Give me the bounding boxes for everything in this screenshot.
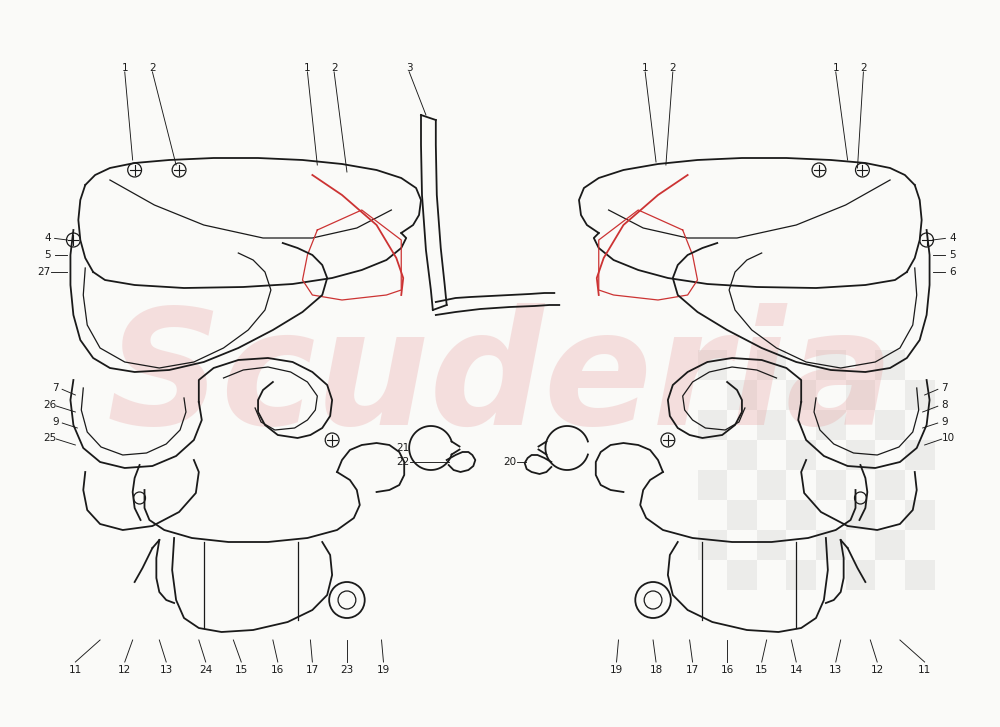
Bar xyxy=(816,530,846,560)
Text: 19: 19 xyxy=(377,665,390,675)
Text: 1: 1 xyxy=(304,63,311,73)
Text: 16: 16 xyxy=(720,665,734,675)
Text: 10: 10 xyxy=(942,433,955,443)
Bar xyxy=(727,440,757,470)
Text: 5: 5 xyxy=(949,250,956,260)
Text: 6: 6 xyxy=(949,267,956,277)
Text: 3: 3 xyxy=(406,63,412,73)
Text: 17: 17 xyxy=(306,665,319,675)
Text: 16: 16 xyxy=(271,665,284,675)
Bar xyxy=(846,380,875,410)
Bar xyxy=(816,470,846,500)
Bar xyxy=(727,380,757,410)
Bar xyxy=(875,410,905,440)
Text: 18: 18 xyxy=(649,665,663,675)
Bar xyxy=(757,350,786,380)
Bar xyxy=(905,500,934,530)
Bar xyxy=(757,410,786,440)
Text: 2: 2 xyxy=(331,63,337,73)
Bar xyxy=(846,500,875,530)
Bar xyxy=(727,560,757,590)
Text: Scuderia: Scuderia xyxy=(106,302,894,457)
Text: 19: 19 xyxy=(610,665,623,675)
Text: 2: 2 xyxy=(149,63,156,73)
Text: 13: 13 xyxy=(829,665,842,675)
Text: 7: 7 xyxy=(941,383,948,393)
Bar xyxy=(875,350,905,380)
Bar xyxy=(698,530,727,560)
Text: 9: 9 xyxy=(52,417,59,427)
Text: 11: 11 xyxy=(69,665,82,675)
Bar xyxy=(846,440,875,470)
Text: 2: 2 xyxy=(670,63,676,73)
Bar xyxy=(757,470,786,500)
Text: 1: 1 xyxy=(642,63,648,73)
Bar xyxy=(816,350,846,380)
Bar xyxy=(698,350,727,380)
Bar xyxy=(757,530,786,560)
Text: 26: 26 xyxy=(43,400,56,410)
Bar xyxy=(698,410,727,440)
Bar xyxy=(786,380,816,410)
Text: 13: 13 xyxy=(160,665,173,675)
Bar xyxy=(905,560,934,590)
Bar xyxy=(786,560,816,590)
Text: 4: 4 xyxy=(44,233,51,243)
Text: 20: 20 xyxy=(503,457,516,467)
Bar xyxy=(698,470,727,500)
Text: 1: 1 xyxy=(121,63,128,73)
Bar xyxy=(786,500,816,530)
Text: 24: 24 xyxy=(199,665,212,675)
Bar xyxy=(905,440,934,470)
Text: 12: 12 xyxy=(118,665,131,675)
Text: 15: 15 xyxy=(235,665,248,675)
Text: 23: 23 xyxy=(340,665,354,675)
Text: 4: 4 xyxy=(949,233,956,243)
Text: 1: 1 xyxy=(832,63,839,73)
Text: 8: 8 xyxy=(941,400,948,410)
Text: 11: 11 xyxy=(918,665,931,675)
Text: 14: 14 xyxy=(790,665,803,675)
Bar xyxy=(846,560,875,590)
Text: 9: 9 xyxy=(941,417,948,427)
Text: 17: 17 xyxy=(686,665,699,675)
Text: 22: 22 xyxy=(397,457,410,467)
Text: 2: 2 xyxy=(860,63,867,73)
Text: 7: 7 xyxy=(52,383,59,393)
Text: 27: 27 xyxy=(37,267,50,277)
Text: 21: 21 xyxy=(397,443,410,453)
Bar xyxy=(875,530,905,560)
Text: 15: 15 xyxy=(755,665,768,675)
Text: 5: 5 xyxy=(44,250,51,260)
Text: 12: 12 xyxy=(871,665,884,675)
Bar xyxy=(905,380,934,410)
Bar xyxy=(816,410,846,440)
Bar xyxy=(875,470,905,500)
Text: 25: 25 xyxy=(43,433,56,443)
Bar xyxy=(727,500,757,530)
Bar xyxy=(786,440,816,470)
